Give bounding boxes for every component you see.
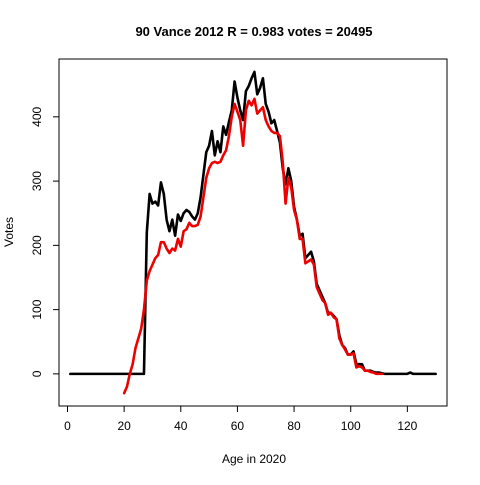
y-tick-label: 200 [30, 235, 44, 255]
chart-title: 90 Vance 2012 R = 0.983 votes = 20495 [135, 24, 372, 39]
y-tick-label: 300 [30, 171, 44, 191]
x-tick-label: 0 [64, 419, 71, 433]
y-axis: 0 100 200 300 400 [30, 107, 60, 377]
series-line-1 [69, 70, 437, 376]
x-tick-label: 80 [287, 419, 301, 433]
y-tick-label: 400 [30, 107, 44, 127]
x-tick-label: 40 [174, 419, 188, 433]
x-axis-label: Age in 2020 [222, 452, 286, 466]
x-tick-label: 60 [231, 419, 245, 433]
x-tick-label: 20 [117, 419, 131, 433]
series-line-2 [122, 97, 384, 395]
x-tick-label: 120 [397, 419, 417, 433]
y-axis-label: Votes [2, 217, 16, 247]
x-axis: 0 20 40 60 80 100 120 [64, 405, 418, 433]
y-tick-label: 100 [30, 299, 44, 319]
x-tick-label: 100 [341, 419, 361, 433]
y-tick-label: 0 [30, 370, 44, 377]
